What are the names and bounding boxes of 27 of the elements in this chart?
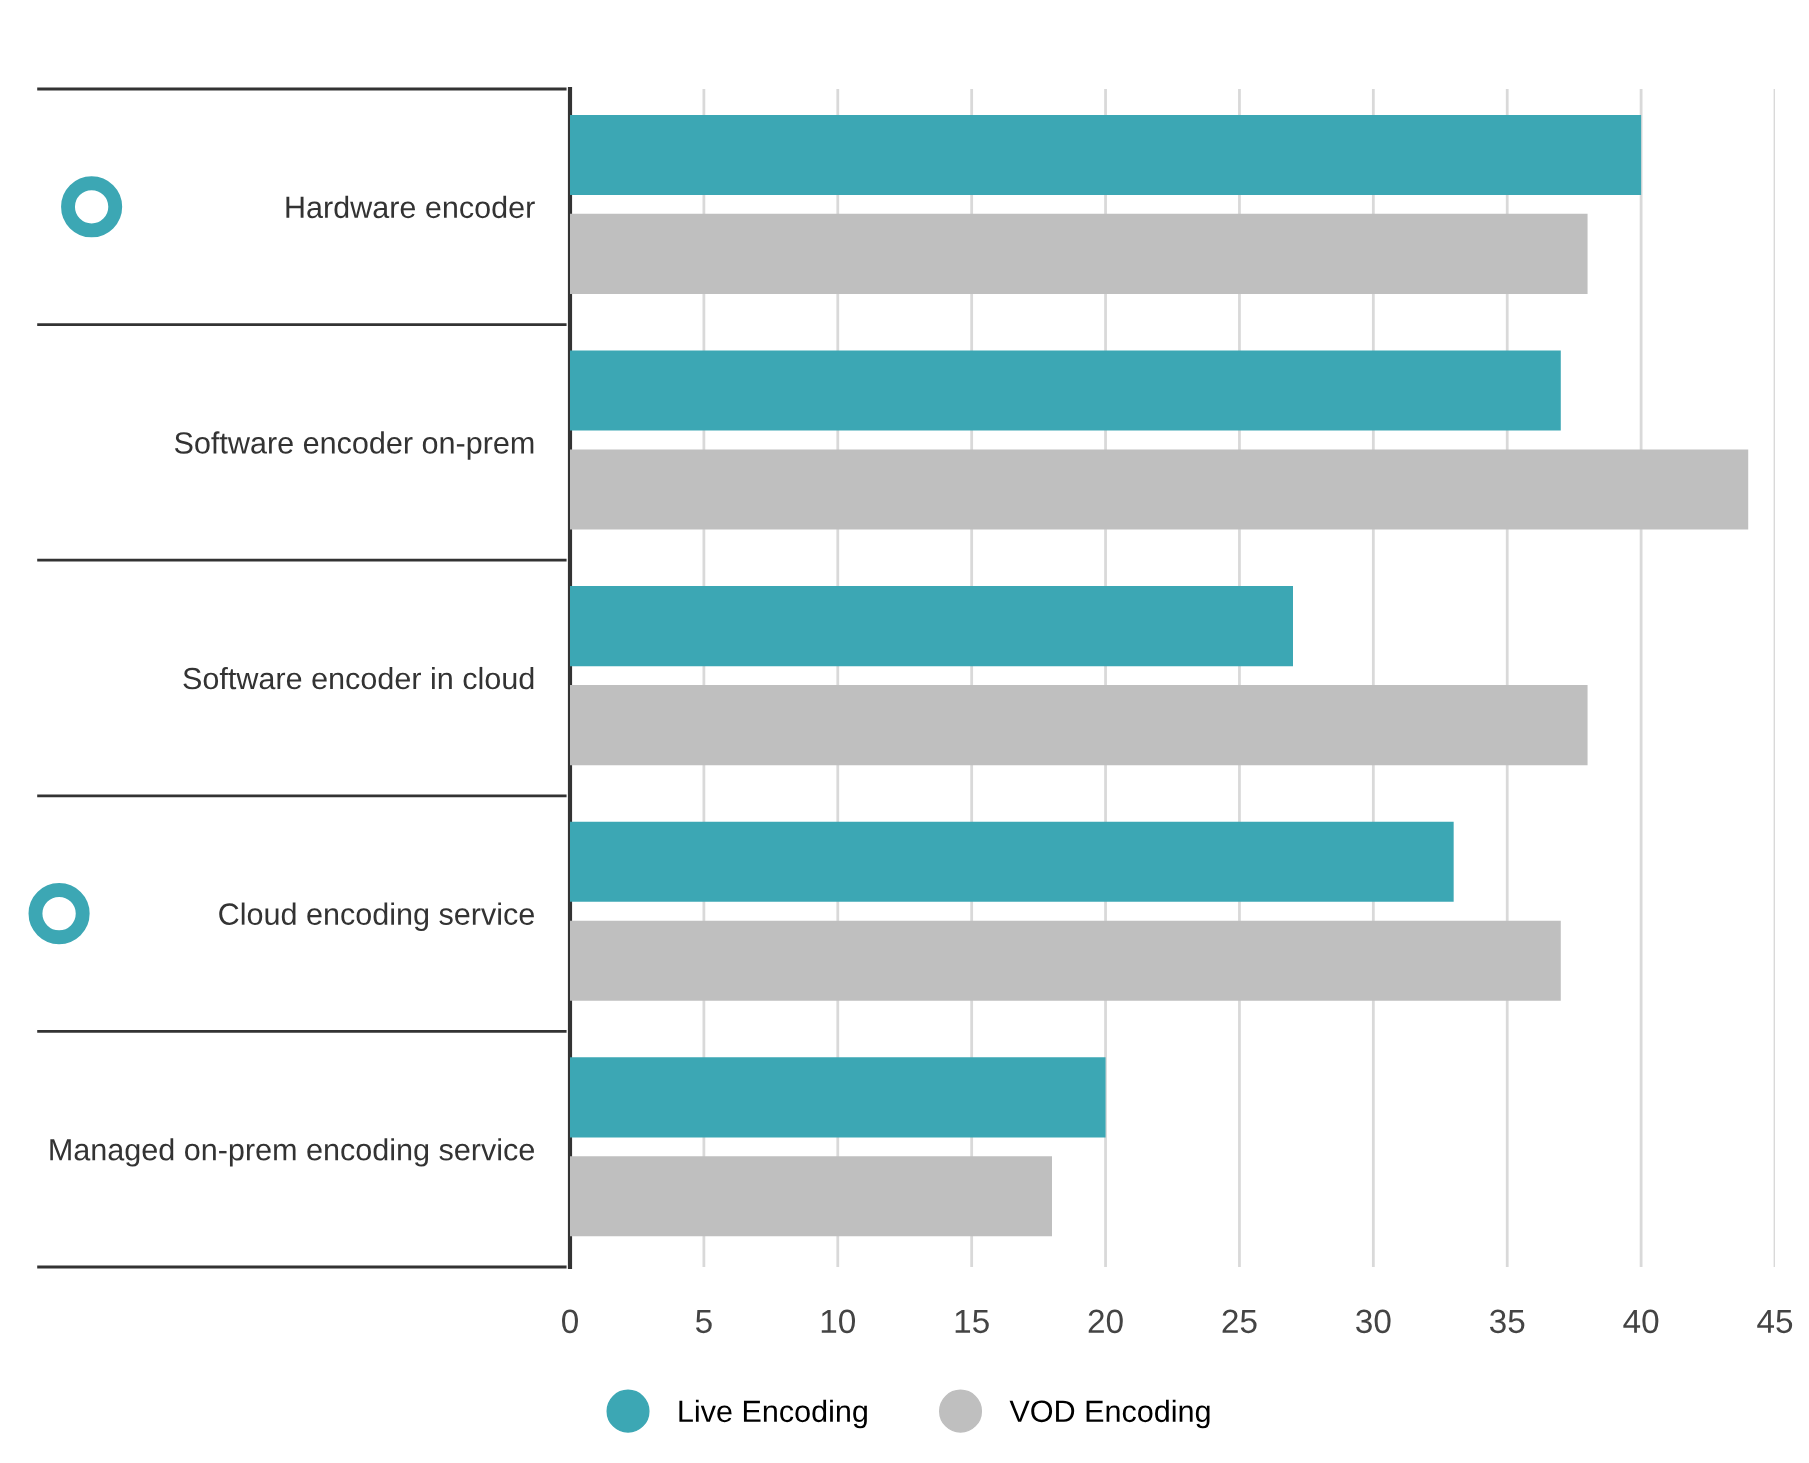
- x-tick-label: 40: [1623, 1309, 1659, 1334]
- x-tick-label: 0: [562, 1309, 578, 1334]
- bar: [570, 685, 1588, 766]
- y-tick-label: Software encoder on-prem: [174, 431, 534, 460]
- x-tick-label: 35: [1489, 1309, 1525, 1334]
- y-tick-label: Software encoder in cloud: [183, 666, 534, 690]
- y-tick-label: Hardware encoder: [286, 195, 535, 219]
- x-tick-label: 30: [1356, 1309, 1391, 1334]
- bar: [570, 449, 1749, 530]
- legend-label: VOD Encoding: [1009, 1399, 1210, 1429]
- bar: [570, 213, 1588, 294]
- x-tick-label: 45: [1757, 1309, 1793, 1334]
- bar: [570, 1156, 1052, 1237]
- y-tick-label: Managed on-prem encoding service: [50, 1138, 534, 1167]
- legend-label: Live Encoding: [679, 1399, 867, 1429]
- x-tick-label: 5: [695, 1309, 712, 1334]
- bar: [570, 586, 1293, 667]
- bar: [570, 920, 1561, 1001]
- bar: [570, 350, 1561, 431]
- bar: [570, 1057, 1106, 1138]
- x-tick-label: 20: [1088, 1309, 1123, 1334]
- x-tick-label: 10: [821, 1309, 856, 1334]
- x-tick-label: 25: [1222, 1309, 1257, 1334]
- y-tick-label: Cloud encoding service: [219, 902, 534, 932]
- bar: [570, 821, 1454, 902]
- bar: [570, 114, 1642, 196]
- x-tick-label: 15: [955, 1309, 989, 1334]
